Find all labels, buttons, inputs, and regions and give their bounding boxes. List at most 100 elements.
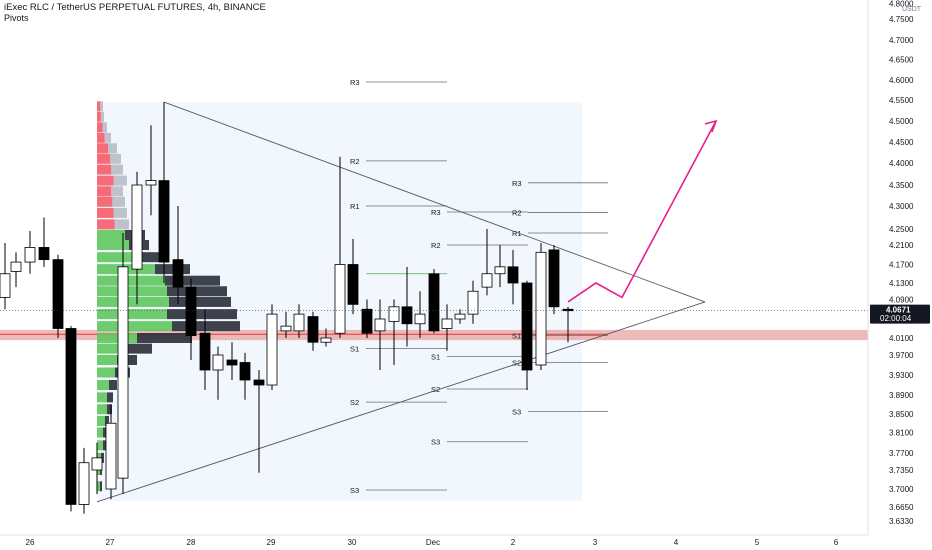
pivot-label-s3: S3	[512, 408, 521, 417]
candle-up	[145, 125, 157, 216]
vp-up-bar	[97, 132, 105, 143]
candle-down	[172, 206, 184, 305]
vp-up-bar	[97, 296, 169, 307]
candle-body	[226, 359, 238, 366]
candle-down	[253, 370, 265, 473]
candle-down	[521, 280, 533, 390]
vp-down-bar	[102, 122, 107, 133]
pivot-label-r3: R3	[431, 208, 441, 217]
triangle-upper-line	[163, 101, 706, 303]
candle-body	[65, 328, 77, 505]
vp-up-bar	[97, 343, 127, 354]
price-tick: 4.6500	[889, 56, 914, 65]
price-tick: 4.4500	[889, 138, 914, 147]
price-tag-countdown: 02:00:04	[880, 314, 912, 323]
vp-up-bar	[97, 101, 101, 112]
candle-body	[24, 247, 36, 263]
triangle-lower-line	[96, 301, 706, 503]
candle-up	[481, 229, 493, 296]
candle-up	[117, 233, 129, 495]
projection-arrowhead	[704, 119, 718, 133]
price-tick: 4.7500	[889, 15, 914, 24]
candle-body	[239, 362, 251, 381]
price-axis[interactable]: 4.8000 4.7500 4.7000 4.6500 4.6000 4.5500 4.50…	[867, 0, 914, 535]
vp-down-bar	[169, 296, 231, 307]
price-tick: 3.8900	[889, 391, 914, 400]
candle-up	[212, 346, 224, 400]
candle-body	[185, 286, 197, 337]
time-tick: 26	[26, 538, 35, 547]
time-tick: 3	[593, 538, 598, 547]
candle-body	[117, 266, 129, 479]
vp-down-bar	[112, 196, 125, 207]
price-tick: 4.0900	[889, 296, 914, 305]
vp-down-bar	[109, 380, 117, 390]
vp-down-bar	[137, 333, 192, 343]
time-tick: Dec	[426, 538, 440, 547]
time-tick: 27	[106, 538, 115, 547]
candle-up	[105, 404, 117, 500]
price-tick: 3.7350	[889, 466, 914, 475]
candle-body	[199, 332, 211, 371]
candle-body	[494, 266, 506, 275]
vp-down-bar	[114, 219, 129, 230]
vp-down-bar	[165, 275, 220, 286]
vp-up-bar	[97, 230, 125, 240]
candle-body	[52, 259, 64, 329]
candle-up	[131, 171, 143, 305]
vp-up-bar	[97, 404, 107, 415]
candle-up	[494, 245, 506, 288]
vp-down-bar	[107, 404, 112, 415]
vp-up-bar	[97, 367, 115, 378]
pivot-label-r2: R2	[431, 241, 441, 250]
candle-down	[158, 102, 170, 283]
candle-down	[38, 217, 50, 267]
candle-down	[199, 309, 211, 390]
price-tick: 3.9300	[889, 371, 914, 380]
vp-down-bar	[167, 286, 227, 297]
price-tick: 3.7700	[889, 449, 914, 458]
candle-up	[91, 442, 103, 495]
candle-body	[131, 184, 143, 270]
time-tick: 30	[348, 538, 357, 547]
time-axis[interactable]: 26 27 28 29 30 Dec 2 3 4 5 6	[0, 534, 868, 547]
vp-down-bar	[167, 309, 237, 320]
pivot-label-r2: R2	[350, 157, 360, 166]
vp-down-bar	[100, 481, 102, 492]
vp-down-bar	[137, 252, 167, 263]
pivot-label-s1: S1	[350, 345, 359, 354]
time-tick: 28	[187, 538, 196, 547]
vp-down-bar	[172, 321, 240, 332]
pivot-label-s2: S2	[512, 359, 521, 368]
vp-down-bar	[100, 111, 104, 122]
pivot-label-s2: S2	[350, 398, 359, 407]
vp-up-bar	[97, 219, 115, 230]
candle-body	[38, 247, 50, 261]
pivot-label-s3: S3	[431, 438, 440, 447]
candle-up	[467, 280, 479, 324]
vp-up-bar	[97, 175, 114, 186]
price-tick: 4.2500	[889, 225, 914, 234]
candle-body	[293, 313, 305, 332]
vp-up-bar	[97, 207, 114, 218]
candle-up	[10, 252, 22, 288]
candle-up	[535, 243, 547, 370]
vp-down-bar	[103, 427, 107, 438]
vp-up-bar	[97, 481, 100, 492]
candle-body	[548, 249, 560, 308]
candle-body	[334, 264, 346, 334]
price-tick: 3.8100	[889, 429, 914, 438]
vp-up-bar	[97, 355, 117, 365]
candle-body	[158, 180, 170, 263]
vp-down-bar	[110, 153, 121, 164]
indicator-label[interactable]: Pivots	[4, 13, 29, 23]
vp-down-bar	[127, 343, 152, 354]
vp-up-bar	[97, 143, 108, 154]
price-tick: 4.7000	[889, 36, 914, 45]
price-tick: 4.3500	[889, 181, 914, 190]
candle-body	[428, 273, 440, 332]
vp-up-bar	[97, 153, 111, 164]
candle-down	[347, 239, 359, 315]
price-tick: 4.0100	[889, 334, 914, 343]
